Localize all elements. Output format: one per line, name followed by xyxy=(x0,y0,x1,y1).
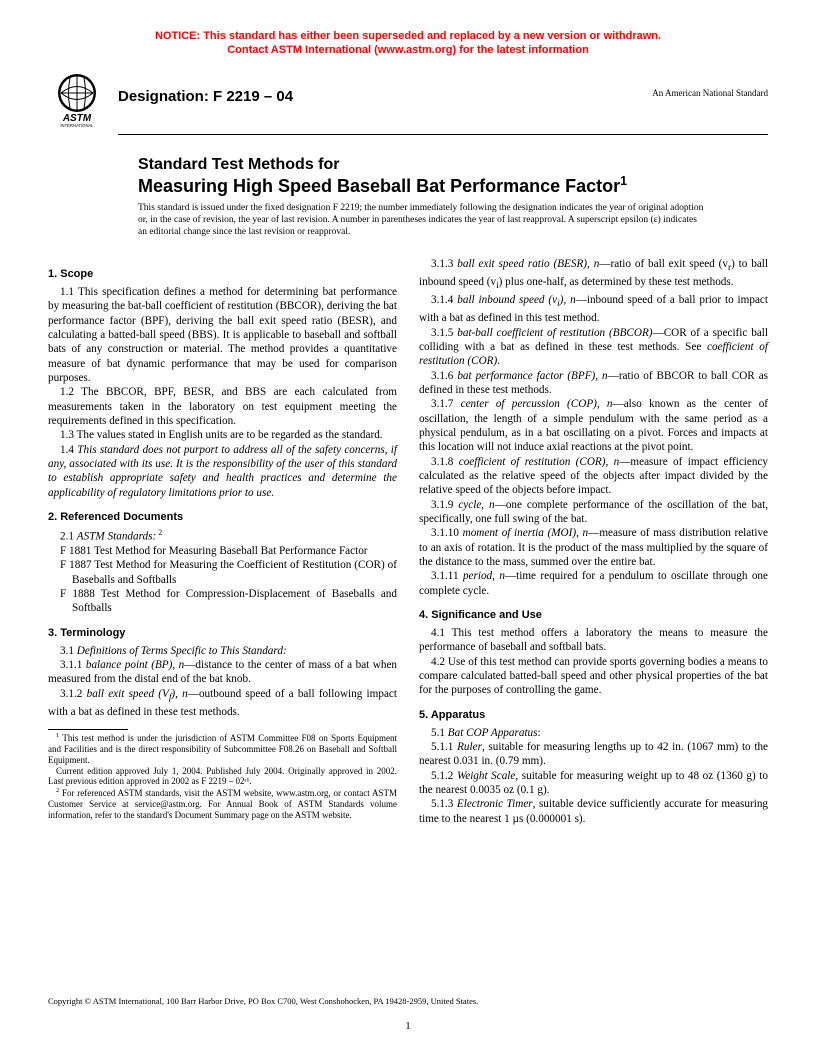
term-311: 3.1.1 balance point (BP), n—distance to … xyxy=(48,658,397,687)
title-pretitle: Standard Test Methods for xyxy=(138,155,708,174)
section-4-head: 4. Significance and Use xyxy=(419,608,768,622)
header: ASTM INTERNATIONAL Designation: F 2219 –… xyxy=(48,70,768,128)
copyright-line: Copyright © ASTM International, 100 Barr… xyxy=(48,996,478,1006)
term-314: 3.1.4 ball inbound speed (vi), n—inbound… xyxy=(419,293,768,326)
term-316: 3.1.6 bat performance factor (BPF), n—ra… xyxy=(419,369,768,398)
astm-logo: ASTM INTERNATIONAL xyxy=(48,70,106,128)
footnote-1: 1 This test method is under the jurisdic… xyxy=(48,732,397,765)
footnote-1b: Current edition approved July 1, 2004. P… xyxy=(48,766,397,788)
issuance-note: This standard is issued under the fixed … xyxy=(138,203,708,239)
ref-1: F 1881 Test Method for Measuring Basebal… xyxy=(48,544,397,558)
para-5-1-3: 5.1.3 Electronic Timer, suitable device … xyxy=(419,797,768,826)
term-312: 3.1.2 ball exit speed (Vf), n—outbound s… xyxy=(48,687,397,720)
ref-2: F 1887 Test Method for Measuring the Coe… xyxy=(48,558,397,587)
term-313: 3.1.3 ball exit speed ratio (BESR), n—ra… xyxy=(419,257,768,293)
title-block: Standard Test Methods for Measuring High… xyxy=(138,155,708,198)
page-number: 1 xyxy=(0,1020,816,1032)
section-3-head: 3. Terminology xyxy=(48,626,397,640)
footnote-rule xyxy=(48,729,128,730)
designation: Designation: F 2219 – 04 xyxy=(118,70,652,105)
para-1-3: 1.3 The values stated in English units a… xyxy=(48,428,397,442)
footnotes: 1 This test method is under the jurisdic… xyxy=(48,732,397,820)
term-318: 3.1.8 coefficient of restitution (COR), … xyxy=(419,455,768,498)
ref-3: F 1888 Test Method for Compression-Displ… xyxy=(48,587,397,616)
term-3111: 3.1.11 period, n—time required for a pen… xyxy=(419,569,768,598)
section-5-head: 5. Apparatus xyxy=(419,708,768,722)
para-5-1: 5.1 Bat COP Apparatus: xyxy=(419,726,768,740)
term-315: 3.1.5 bat-ball coefficient of restitutio… xyxy=(419,326,768,369)
header-rule xyxy=(118,134,768,135)
title-main: Measuring High Speed Baseball Bat Perfor… xyxy=(138,174,708,198)
notice-line1: NOTICE: This standard has either been su… xyxy=(155,30,661,42)
section-2-head: 2. Referenced Documents xyxy=(48,510,397,524)
body-columns: 1. Scope 1.1 This specification defines … xyxy=(48,257,768,826)
para-5-1-1: 5.1.1 Ruler, suitable for measuring leng… xyxy=(419,740,768,769)
para-1-1: 1.1 This specification defines a method … xyxy=(48,285,397,385)
section-1-head: 1. Scope xyxy=(48,267,397,281)
para-4-1: 4.1 This test method offers a laboratory… xyxy=(419,626,768,655)
para-5-1-2: 5.1.2 Weight Scale, suitable for measuri… xyxy=(419,769,768,798)
para-1-4: 1.4 1.4 This standard does not purport t… xyxy=(48,443,397,500)
notice-banner: NOTICE: This standard has either been su… xyxy=(48,30,768,58)
svg-text:INTERNATIONAL: INTERNATIONAL xyxy=(60,123,94,128)
ans-label: An American National Standard xyxy=(652,70,768,98)
footnote-2: 2 For referenced ASTM standards, visit t… xyxy=(48,787,397,820)
para-4-2: 4.2 Use of this test method can provide … xyxy=(419,655,768,698)
term-317: 3.1.7 center of percussion (COP), n—also… xyxy=(419,397,768,454)
term-319: 3.1.9 cycle, n—one complete performance … xyxy=(419,498,768,527)
para-3-1: 3.1 Definitions of Terms Specific to Thi… xyxy=(48,644,397,658)
term-3110: 3.1.10 moment of inertia (MOI), n—measur… xyxy=(419,526,768,569)
para-1-2: 1.2 The BBCOR, BPF, BESR, and BBS are ea… xyxy=(48,385,397,428)
para-2-1: 2.1 ASTM Standards: 2 xyxy=(48,528,397,544)
notice-line2: Contact ASTM International (www.astm.org… xyxy=(227,44,589,56)
